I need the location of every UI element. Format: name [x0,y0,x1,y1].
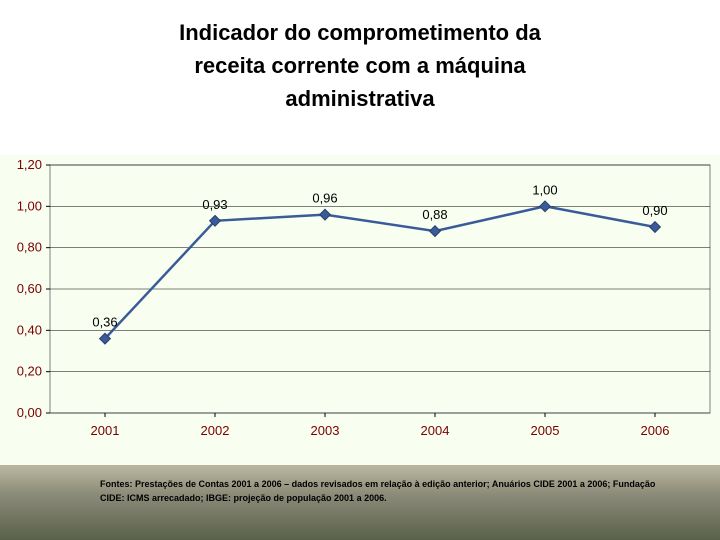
data-marker [320,209,331,220]
data-label: 0,36 [92,315,117,330]
data-marker [650,222,661,233]
y-tick-label: 0,40 [17,322,42,337]
x-tick-label: 2004 [421,423,450,438]
y-tick-label: 0,20 [17,364,42,379]
y-tick-label: 1,00 [17,198,42,213]
source-note: Fontes: Prestações de Contas 2001 a 2006… [100,478,660,505]
x-tick-label: 2005 [531,423,560,438]
series-line [105,206,655,338]
y-tick-label: 0,60 [17,281,42,296]
slide: Indicador do comprometimento da receita … [0,0,720,540]
y-tick-label: 1,20 [17,157,42,172]
x-tick-label: 2002 [201,423,230,438]
data-marker [430,226,441,237]
y-tick-label: 0,80 [17,240,42,255]
chart-frame: 0,00 0,20 0,40 0,60 0,80 1,00 1,20 2001 2002 2003… [0,155,720,465]
title-line-3: administrativa [20,82,700,115]
data-label: 0,96 [312,191,337,206]
x-tick-label: 2006 [641,423,670,438]
chart-title: Indicador do comprometimento da receita … [20,0,700,115]
line-chart: 0,00 0,20 0,40 0,60 0,80 1,00 1,20 2001 2002 2003… [0,155,720,465]
data-label: 1,00 [532,182,557,197]
x-tick-label: 2003 [311,423,340,438]
data-label: 0,90 [642,203,667,218]
data-label: 0,88 [422,207,447,222]
data-label: 0,93 [202,197,227,212]
y-tick-label: 0,00 [17,405,42,420]
x-tick-label: 2001 [91,423,120,438]
title-line-1: Indicador do comprometimento da [20,16,700,49]
title-line-2: receita corrente com a máquina [20,49,700,82]
data-marker [540,201,551,212]
